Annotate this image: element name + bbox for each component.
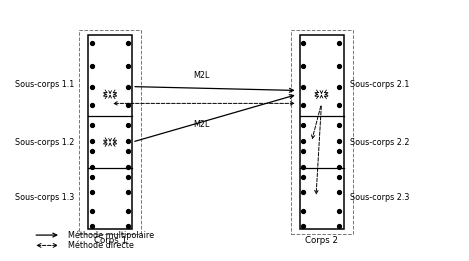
Text: Corps 2: Corps 2 (305, 236, 338, 245)
Text: Sous-corps 2.2: Sous-corps 2.2 (350, 138, 410, 147)
Text: Sous-corps 2.3: Sous-corps 2.3 (350, 193, 410, 202)
Text: Corps 1: Corps 1 (94, 236, 127, 245)
Bar (89, 35, 132, 229)
Text: M2L: M2L (193, 120, 209, 129)
Text: Sous-corps 1.1: Sous-corps 1.1 (15, 80, 75, 88)
Bar (79, 30, 141, 234)
Bar (300, 35, 343, 229)
Text: Sous-corps 1.2: Sous-corps 1.2 (15, 138, 75, 147)
Text: Méthode multipolaire: Méthode multipolaire (68, 230, 154, 240)
Text: Méthode directe: Méthode directe (68, 241, 134, 250)
Text: Sous-corps 1.3: Sous-corps 1.3 (15, 193, 75, 202)
Text: Sous-corps 2.1: Sous-corps 2.1 (350, 80, 410, 88)
Bar (291, 30, 353, 234)
Text: M2L: M2L (193, 71, 209, 80)
